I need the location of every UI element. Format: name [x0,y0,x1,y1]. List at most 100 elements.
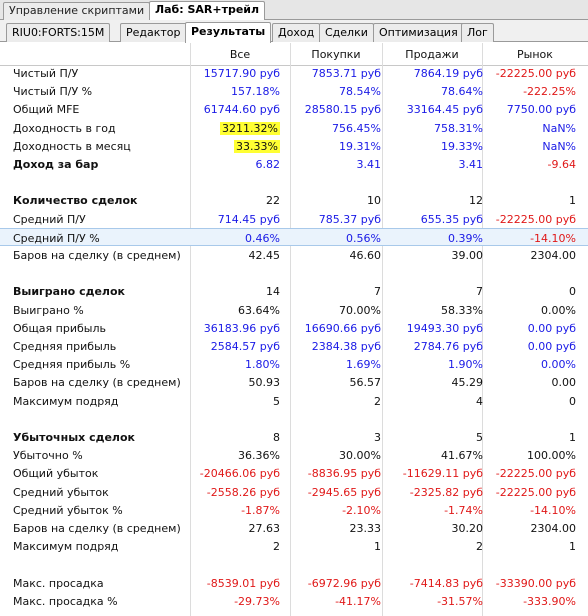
cell-market: -9.64 [548,158,576,171]
cell-value: -9.64 [547,158,576,171]
cell-value: -1.74% [444,503,483,517]
table-row[interactable]: Баров на сделку (в среднем) 50.93 56.57 45.… [0,373,588,391]
column-header-sells[interactable]: Продажи [405,48,459,61]
cell-sells: 2 [476,540,483,553]
cell-value: 63.64% [238,303,280,317]
cell-value: -8836.95 руб [307,467,381,481]
table-row[interactable]: Количество сделок 22 10 12 1 [0,191,588,209]
results-table-header: Все Покупки Продажи Рынок [0,43,588,66]
cell-market: -222.25% [523,85,576,98]
row-label: Выиграно % [13,303,84,317]
table-row[interactable] [0,555,588,573]
cell-buys: 70.00% [339,304,381,317]
cell-value: 7 [374,285,381,299]
tab-trades[interactable]: Сделки [319,23,374,42]
row-label: Средний убыток [13,485,109,499]
cell-value: 33.33% [234,139,280,153]
cell-sells: 19.33% [441,140,483,153]
table-row[interactable] [0,264,588,282]
column-divider [382,43,383,616]
cell-value: 3.41 [458,158,484,171]
tab-script-manager[interactable]: Управление скриптами [3,2,151,20]
table-row[interactable]: Баров на сделку (в среднем) 42.45 46.60 39.… [0,246,588,264]
cell-value: 7 [476,285,483,299]
table-row[interactable]: Средний убыток % -1.87% -2.10% -1.74% -14.10… [0,501,588,519]
table-row[interactable]: Выиграно сделок 14 7 7 0 [0,282,588,300]
table-row[interactable]: Убыточных сделок 8 3 5 1 [0,428,588,446]
table-row[interactable]: Общий MFE 61744.60 руб 28580.15 руб 33164.4… [0,100,588,118]
cell-all: 15717.90 руб [204,67,280,80]
table-row[interactable]: Доход за бар 6.82 3.41 3.41 -9.64 [0,155,588,173]
table-row[interactable]: Баров на сделку (в среднем) 27.63 23.33 30.… [0,519,588,537]
cell-buys: 7 [374,285,381,298]
cell-market: 0 [569,395,576,408]
table-row[interactable]: Средний убыток -2558.26 руб -2945.65 руб -2… [0,483,588,501]
tab-instrument[interactable]: RIU0:FORTS:15M [6,23,111,42]
cell-value: -22225.00 руб [495,485,576,499]
table-row[interactable]: Доходность в месяц 33.33% 19.31% 19.33% NaN% [0,137,588,155]
top-tab-bar: Управление скриптами Лаб: SAR+трейл [0,0,588,21]
tab-editor[interactable]: Редактор [120,23,187,42]
table-row[interactable]: Средняя прибыль % 1.80% 1.69% 1.90% 0.00% [0,355,588,373]
cell-value: 0 [569,394,576,408]
cell-value: 1 [569,194,576,208]
table-row[interactable]: Средний П/У 714.45 руб 785.37 руб 655.35 ру… [0,210,588,228]
row-label: Убыточно % [13,449,83,463]
cell-value: 56.57 [349,376,382,390]
cell-value: 758.31% [434,121,483,135]
cell-value: 1.80% [245,358,280,372]
cell-sells: 33164.45 руб [407,103,483,116]
table-row[interactable]: Максимум подряд 2 1 2 1 [0,537,588,555]
cell-market: NaN% [542,122,576,135]
cell-value: -14.10% [530,503,576,517]
table-row[interactable]: Максимум подряд 5 2 4 0 [0,392,588,410]
table-row[interactable] [0,410,588,428]
cell-value: -8539.01 руб [206,576,280,590]
cell-buys: 56.57 [350,376,382,389]
cell-buys: 785.37 руб [319,213,381,226]
tab-log[interactable]: Лог [461,23,494,42]
table-row[interactable]: Убыточно % 36.36% 30.00% 41.67% 100.00% [0,446,588,464]
cell-buys: 46.60 [350,249,382,262]
column-header-buys[interactable]: Покупки [311,48,361,61]
cell-market: -14.10% [530,504,576,517]
column-header-all[interactable]: Все [229,48,251,61]
row-label: Доходность в год [13,121,116,135]
cell-value: -222.25% [523,85,576,99]
cell-all: 42.45 [249,249,281,262]
table-row[interactable]: Чистый П/У % 157.18% 78.54% 78.64% -222.25% [0,82,588,100]
table-row[interactable] [0,173,588,191]
table-row[interactable]: Средняя прибыль 2584.57 руб 2384.38 руб 278… [0,337,588,355]
cell-value: 785.37 руб [318,212,381,226]
cell-value: -14.10% [530,231,576,245]
tab-lab-sar-trail[interactable]: Лаб: SAR+трейл [149,1,266,21]
cell-buys: -6972.96 руб [308,577,381,590]
cell-market: 0.00 руб [528,322,576,335]
table-row[interactable]: Макс. просадка -8539.01 руб -6972.96 руб -7… [0,574,588,592]
cell-market: -14.10% [530,232,576,245]
tab-optimization[interactable]: Оптимизация [373,23,464,42]
cell-value: 10 [367,194,381,208]
table-row[interactable]: Общая прибыль 36183.96 руб 16690.66 руб 194… [0,319,588,337]
tab-results[interactable]: Результаты [185,22,272,43]
row-label: Средняя прибыль [13,340,117,353]
column-header-market[interactable]: Рынок [517,48,553,61]
tab-income[interactable]: Доход [272,23,321,42]
table-row[interactable]: Макс. просадка % -29.73% -41.17% -31.57% -33… [0,592,588,610]
cell-value: 2304.00 [530,249,577,262]
cell-all: 8 [273,431,280,444]
cell-value: 19.33% [441,139,483,153]
cell-value: 15717.90 руб [203,67,280,80]
cell-all: 714.45 руб [218,213,280,226]
table-row[interactable]: Доходность в год 3211.32% 756.45% 758.31% Na… [0,119,588,137]
cell-buys: 3.41 [357,158,382,171]
table-row[interactable]: Выиграно % 63.64% 70.00% 58.33% 0.00% [0,301,588,319]
table-row[interactable]: Общий убыток -20466.06 руб -8836.95 руб -11… [0,464,588,482]
cell-value: 655.35 руб [420,212,483,226]
cell-sells: 4 [476,395,483,408]
cell-market: 0.00% [541,304,576,317]
table-row[interactable]: Средний П/У % 0.46% 0.56% 0.39% -14.10% [0,227,588,246]
table-row[interactable]: Чистый П/У 15717.90 руб 7853.71 руб 7864.19… [0,64,588,82]
cell-buys: -2945.65 руб [308,486,381,499]
cell-value: -20466.06 руб [199,467,280,481]
